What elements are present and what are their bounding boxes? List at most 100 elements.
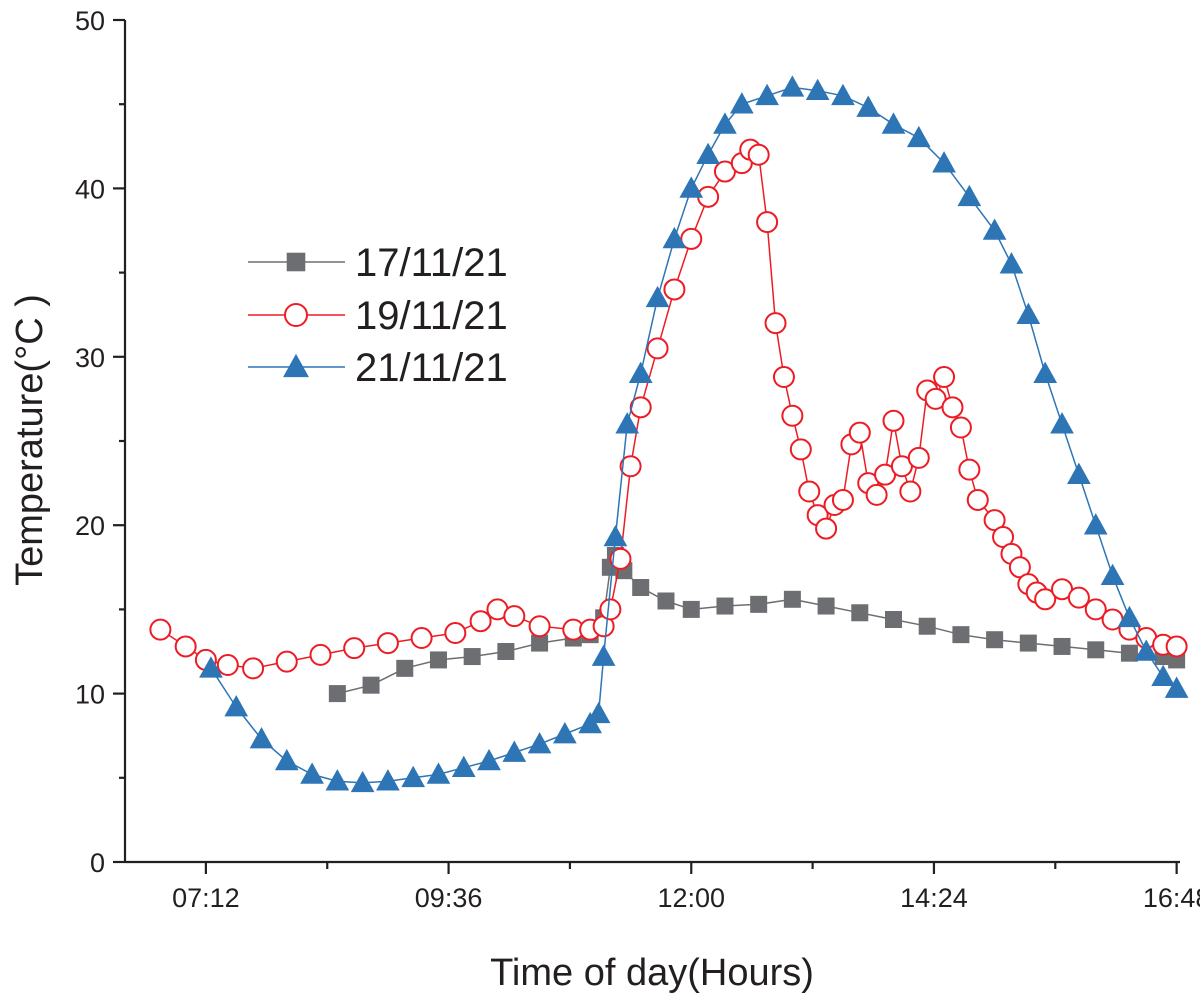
series-3-point-11 bbox=[477, 748, 501, 771]
series-2-point-45 bbox=[882, 409, 905, 432]
series-3-point-42 bbox=[1083, 513, 1108, 535]
series-1-point-19 bbox=[817, 597, 835, 615]
x-tick-label-0712: 07:12 bbox=[172, 883, 240, 913]
series-3-point-10 bbox=[451, 755, 476, 777]
series-2-point-22 bbox=[646, 337, 669, 360]
y-tick-label-20: 20 bbox=[75, 511, 105, 541]
series-1-point-16 bbox=[716, 597, 734, 615]
series-2-point-29 bbox=[747, 143, 770, 166]
series-1-point-18 bbox=[783, 590, 801, 608]
series-2-point-14 bbox=[528, 615, 551, 638]
series-2-point-4 bbox=[242, 657, 265, 680]
series-2-point-32 bbox=[772, 366, 795, 389]
series-3-point-21 bbox=[645, 285, 670, 308]
legend-marker-2 bbox=[284, 303, 308, 327]
series-1-point-25 bbox=[1019, 634, 1037, 652]
series-3-point-44 bbox=[1117, 605, 1142, 628]
series-2-point-11 bbox=[469, 610, 492, 633]
series-3-point-8 bbox=[401, 765, 426, 788]
x-axis-title: Time of day(Hours) bbox=[490, 952, 814, 994]
legend-label-2: 19/11/21 bbox=[355, 294, 508, 338]
series-1-point-21 bbox=[884, 611, 902, 629]
series-3-point-3 bbox=[274, 748, 299, 771]
series-3-point-27 bbox=[755, 83, 779, 106]
series-3-point-45 bbox=[1134, 639, 1159, 661]
legend-marker-3 bbox=[283, 353, 309, 378]
series-3-point-40 bbox=[1050, 412, 1074, 434]
series-3-point-12 bbox=[502, 740, 527, 762]
legend-label-3: 21/11/21 bbox=[355, 346, 508, 390]
series-2-point-6 bbox=[309, 643, 332, 666]
legend-label-1: 17/11/21 bbox=[355, 241, 508, 285]
series-1-point-20 bbox=[851, 604, 869, 622]
x-tick-label-1424: 14:24 bbox=[900, 883, 968, 913]
series-3-point-41 bbox=[1067, 462, 1091, 484]
series-2-point-33 bbox=[781, 404, 804, 427]
series-3-point-29 bbox=[805, 78, 830, 101]
y-tick-label-30: 30 bbox=[75, 343, 105, 373]
x-tick-label-0936: 09:36 bbox=[415, 883, 483, 913]
series-3-point-20 bbox=[628, 361, 653, 383]
series-1-point-26 bbox=[1053, 637, 1071, 655]
series-2-point-24 bbox=[680, 227, 703, 250]
series-2-point-31 bbox=[764, 312, 787, 335]
series-layer bbox=[149, 75, 1189, 793]
series-2-point-19 bbox=[609, 547, 632, 570]
series-2-point-7 bbox=[343, 637, 366, 660]
series-3-point-37 bbox=[999, 252, 1024, 274]
series-1-point-4 bbox=[463, 648, 481, 666]
series-1-point-1 bbox=[362, 676, 380, 694]
series-3-point-28 bbox=[780, 75, 805, 97]
series-1-point-28 bbox=[1120, 644, 1138, 662]
series-1-point-24 bbox=[986, 631, 1004, 649]
series-1-point-2 bbox=[396, 659, 414, 677]
series-1-point-17 bbox=[750, 595, 768, 613]
legend-marker-1 bbox=[286, 252, 306, 272]
series-1-point-27 bbox=[1087, 641, 1105, 659]
series-2-point-51 bbox=[933, 366, 956, 389]
series-3-point-33 bbox=[906, 125, 931, 148]
legend: 17/11/21 19/11/21 21/11/21 bbox=[248, 241, 508, 390]
series-2-point-3 bbox=[216, 653, 239, 676]
series-2-point-65 bbox=[1084, 598, 1107, 621]
ticks-layer: 0 10 20 30 40 50 07:12 09:36 12:00 14:24 16:48 bbox=[75, 6, 1200, 913]
series-2-point-8 bbox=[376, 632, 399, 655]
series-2-point-30 bbox=[756, 211, 779, 234]
series-3 bbox=[199, 75, 1189, 793]
series-2-point-54 bbox=[958, 458, 981, 481]
y-tick-label-0: 0 bbox=[90, 848, 105, 878]
series-2-point-39 bbox=[831, 488, 854, 511]
series-3-point-26 bbox=[729, 92, 754, 114]
series-3-point-35 bbox=[957, 184, 982, 207]
series-1-line bbox=[337, 553, 1177, 695]
series-1-point-23 bbox=[952, 626, 970, 644]
series-2-point-70 bbox=[1165, 635, 1188, 658]
series-2-point-21 bbox=[629, 396, 652, 419]
series-3-point-36 bbox=[982, 218, 1007, 240]
series-1-point-3 bbox=[429, 651, 447, 669]
series-2-point-0 bbox=[149, 618, 172, 641]
series-2-point-35 bbox=[798, 480, 821, 503]
series-2-point-52 bbox=[941, 396, 964, 419]
y-tick-label-10: 10 bbox=[75, 680, 105, 710]
series-3-point-25 bbox=[713, 112, 737, 134]
series-3-point-30 bbox=[831, 83, 855, 106]
series-2-point-43 bbox=[865, 483, 888, 506]
series-3-point-32 bbox=[881, 112, 906, 134]
series-1-point-13 bbox=[632, 579, 650, 597]
series-3-point-23 bbox=[679, 176, 704, 198]
series-3-point-4 bbox=[300, 762, 324, 784]
series-1-point-22 bbox=[918, 617, 936, 635]
series-3-point-19 bbox=[615, 412, 640, 434]
series-3-point-16 bbox=[586, 701, 611, 724]
axes-layer bbox=[123, 20, 1180, 864]
series-3-point-13 bbox=[527, 732, 552, 754]
x-tick-label-1200: 12:00 bbox=[657, 883, 725, 913]
series-3-point-22 bbox=[662, 226, 687, 249]
series-3-point-1 bbox=[224, 695, 249, 717]
x-tick-label-1648: 16:48 bbox=[1143, 883, 1200, 913]
series-2-point-37 bbox=[815, 517, 838, 540]
series-3-point-14 bbox=[553, 721, 577, 744]
series-3-point-39 bbox=[1033, 361, 1058, 383]
series-2-point-10 bbox=[444, 621, 467, 644]
